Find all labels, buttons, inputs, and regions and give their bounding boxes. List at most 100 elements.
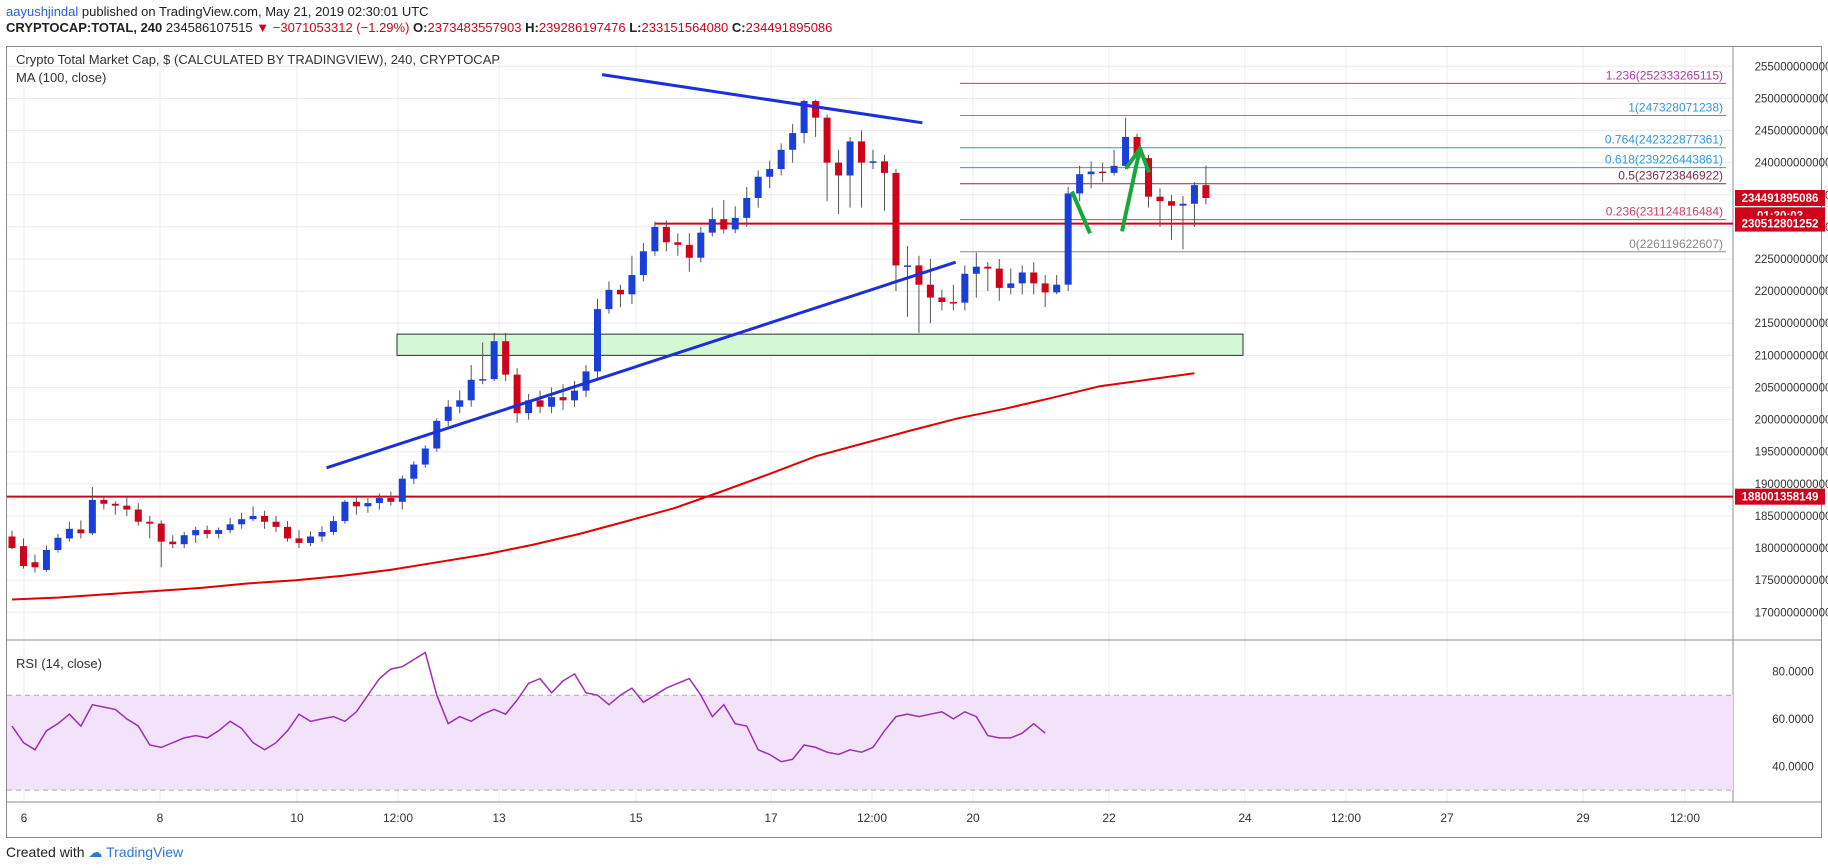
bull-candle [766,169,774,177]
fib-level-label: 0.764(242322877361) [1605,133,1723,147]
bull-candle [1007,283,1015,288]
bull-candle [639,251,647,276]
change-value: −3071053312 (−1.29%) [272,20,410,35]
bear-candle [1133,136,1141,159]
bull-candle [398,478,406,502]
bull-candle [731,217,739,230]
bull-candle [1087,171,1095,175]
bear-candle [157,523,165,542]
chart-frame [6,46,1822,838]
bull-candle [410,464,418,479]
x-tick-label: 6 [21,811,28,825]
y-tick-label: 245000000000 [1755,126,1828,138]
bear-candle [77,529,85,534]
bull-candle [180,535,188,545]
support-price-tag-bg [1735,215,1825,232]
x-tick-label: 15 [629,811,643,825]
bear-candle [880,161,888,173]
bear-candle [502,341,510,375]
bull-candle [329,521,337,533]
author-link[interactable]: aayushjindal [6,4,79,19]
x-tick-label: 29 [1576,811,1590,825]
fib-level-label: 0(226119622607) [1629,237,1723,251]
low-label: L: [629,20,642,35]
bull-candle [789,133,797,150]
bull-candle [548,397,556,407]
close-label: C: [731,20,746,35]
open-label: O: [413,20,428,35]
x-tick-label: 12:00 [857,811,887,825]
high-label: H: [525,20,539,35]
bull-candle [215,530,223,534]
x-tick-label: 20 [966,811,980,825]
bear-candle [674,242,682,245]
bull-candle [846,141,854,176]
x-tick-label: 12:00 [1670,811,1700,825]
bear-candle [823,117,831,163]
bull-candle [972,266,980,274]
bear-candle [995,268,1003,288]
bull-candle [697,232,705,258]
tradingview-brand[interactable]: TradingView [106,844,184,860]
fib-level-label: 0.236(231124816484) [1606,205,1723,219]
bear-candle [272,521,280,527]
projection-arrowhead-icon [1124,144,1151,174]
created-with-text: Created with [6,844,85,860]
x-tick-label: 24 [1238,811,1252,825]
bear-candle [111,503,119,506]
bull-candle [54,537,62,550]
bull-candle [582,371,590,391]
y-tick-label: 195000000000 [1755,447,1828,459]
bear-candle [616,289,624,295]
bull-candle [375,497,383,504]
bull-candle [88,499,96,534]
ma100-line [11,372,1195,601]
bear-candle [984,266,992,269]
rsi-line [11,651,1046,763]
y-tick-label: 200000000000 [1755,415,1828,427]
y-tick-label: 180000000000 [1755,543,1828,555]
bear-candle [1145,158,1153,197]
footer: Created with ☁ TradingView [6,843,183,861]
open-value: 2373483557903 [427,20,522,35]
bull-candle [1018,272,1026,284]
rsi-indicator-label: RSI (14, close) [16,656,102,671]
y-tick-label: 225000000000 [1755,254,1828,266]
level-188-tag: 188001358149 [1742,492,1819,504]
bear-candle [387,497,395,502]
y-tick-label: 190000000000 [1755,479,1828,491]
bull-candle [226,524,234,531]
bull-candle [341,501,349,522]
bull-candle [65,528,73,539]
bear-candle [1156,196,1164,202]
bull-candle [777,149,785,170]
bear-candle [662,226,670,243]
projection-down-arrow [1070,190,1092,235]
bear-candle [1099,171,1107,174]
bear-candle [949,302,957,304]
bull-candle [467,379,475,401]
y-tick-label: 220000000000 [1755,286,1828,298]
bear-candle [812,100,820,118]
bear-candle [938,297,946,303]
x-tick-label: 12:00 [383,811,413,825]
y-tick-label: 185000000000 [1755,511,1828,523]
bear-candle [892,172,900,266]
symbol-quote-line: CRYPTOCAP:TOTAL, 240 234586107515 ▼ −307… [6,19,1822,39]
bull-candle [743,197,751,218]
y-tick-label: 170000000000 [1755,607,1828,619]
x-tick-label: 27 [1440,811,1454,825]
bear-candle [513,374,521,414]
bull-candle [490,341,498,380]
fib-level-label: 1(247328071238) [1628,101,1723,115]
bull-candle [1076,174,1084,194]
bull-candle [42,549,50,570]
chart-title: Crypto Total Market Cap, $ (CALCULATED B… [16,52,501,67]
bull-candle [1122,136,1130,166]
x-tick-label: 10 [290,811,304,825]
bull-candle [961,273,969,303]
bull-candle [318,532,326,537]
bear-candle [261,515,269,522]
x-tick-label: 8 [157,811,164,825]
